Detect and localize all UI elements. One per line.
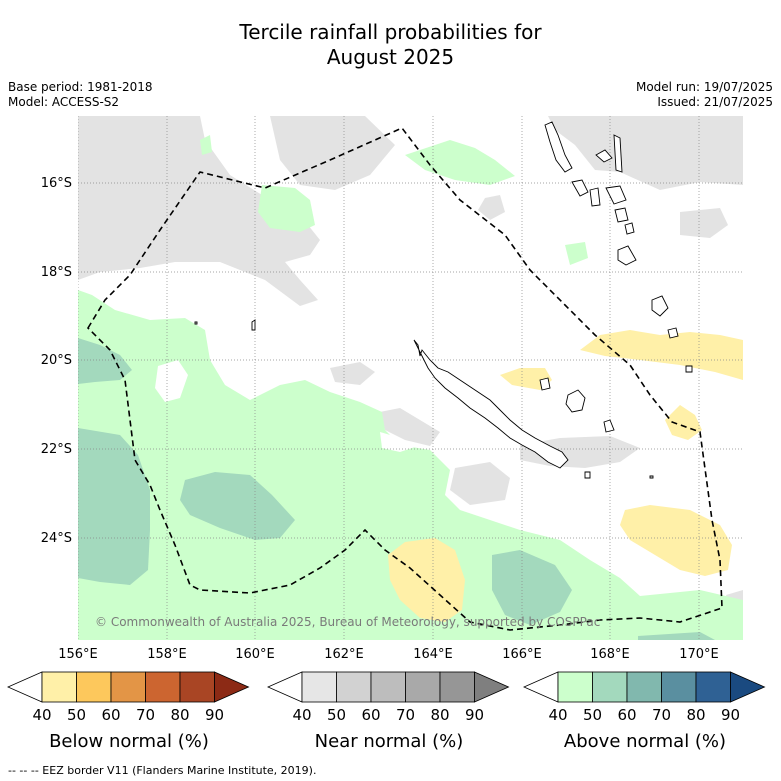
colorbar-title-near: Near normal (%): [315, 731, 464, 752]
colorbar-tick-label: 50: [327, 706, 346, 724]
colorbar-segment: [626, 671, 662, 703]
title-line-1: Tercile rainfall probabilities for: [239, 20, 542, 44]
map-title: Tercile rainfall probabilities for Augus…: [0, 20, 781, 70]
colorbar-extend-low: [7, 671, 43, 703]
above-normal-50-60-regions: [78, 338, 715, 640]
longitude-labels: 156°E 158°E 160°E 162°E 164°E 166°E 168°…: [58, 647, 719, 662]
colorbar-tick-label: 40: [548, 706, 567, 724]
metadata-right: Model run: 19/07/2025 Issued: 21/07/2025: [636, 80, 773, 110]
colorbar-segment: [336, 671, 372, 703]
colorbar-tick-label: 70: [396, 706, 415, 724]
title-line-2: August 2025: [326, 45, 455, 69]
model-text: Model: ACCESS-S2: [8, 95, 120, 109]
issued-text: Issued: 21/07/2025: [657, 95, 773, 109]
lon-label: 164°E: [413, 647, 453, 662]
colorbar-tick-label: 80: [170, 706, 189, 724]
colorbar-segment: [592, 671, 628, 703]
colorbar-segment: [179, 671, 215, 703]
lon-label: 166°E: [502, 647, 542, 662]
lat-label: 22°S: [41, 442, 72, 457]
model-run-text: Model run: 19/07/2025: [635, 80, 773, 94]
colorbar-segment: [110, 671, 146, 703]
colorbar-title-below: Below normal (%): [49, 731, 209, 752]
map-area: © Commonwealth of Australia 2025, Bureau…: [78, 116, 743, 640]
colorbar-tick-label: 40: [292, 706, 311, 724]
colorbar-tick-label: 60: [361, 706, 380, 724]
colorbar-tick-label: 80: [430, 706, 449, 724]
lat-label: 20°S: [41, 353, 72, 368]
colorbar-tick-label: 70: [652, 706, 671, 724]
gridlines: [78, 116, 743, 640]
copyright-text: © Commonwealth of Australia 2025, Bureau…: [95, 615, 600, 629]
colorbar-tick-label: 60: [617, 706, 636, 724]
colorbar-extend-high: [474, 671, 510, 703]
lat-label: 18°S: [41, 265, 72, 280]
eez-border: [86, 127, 723, 631]
colorbar-tick-label: 90: [205, 706, 224, 724]
lat-label: 16°S: [41, 176, 72, 191]
vanuatu-islands: [544, 121, 573, 173]
colorbar-segment: [76, 671, 112, 703]
base-period-text: Base period: 1981-2018: [8, 80, 153, 94]
lon-label: 158°E: [147, 647, 187, 662]
colorbar-segment: [370, 671, 406, 703]
colorbar-tick-label: 60: [101, 706, 120, 724]
lon-label: 162°E: [324, 647, 364, 662]
colorbar-title-above: Above normal (%): [564, 731, 726, 752]
colorbar-segment: [405, 671, 441, 703]
eez-legend-note: -- -- -- EEZ border V11 (Flanders Marine…: [8, 764, 316, 777]
holes-in-green: [155, 360, 418, 452]
colorbar-tick-label: 80: [686, 706, 705, 724]
colorbar-segment: [41, 671, 77, 703]
colorbar-above-normal: 40 50 60 70 80 90: [523, 671, 766, 724]
lat-label: 24°S: [41, 531, 72, 546]
colorbar-tick-label: 50: [67, 706, 86, 724]
lon-label: 168°E: [590, 647, 630, 662]
colorbar-tick-label: 50: [583, 706, 602, 724]
new-caledonia-island: [413, 339, 569, 469]
latitude-labels: 16°S 18°S 20°S 22°S 24°S: [41, 176, 72, 546]
colorbar-tick-label: 70: [136, 706, 155, 724]
colorbar-segment: [661, 671, 697, 703]
colorbar-tick-label: 90: [721, 706, 740, 724]
colorbar-extend-high: [730, 671, 766, 703]
metadata-left: Base period: 1981-2018 Model: ACCESS-S2: [8, 80, 153, 110]
colorbar-below-normal: 40 50 60 70 80 90: [7, 671, 250, 724]
colorbar-tick-label: 40: [32, 706, 51, 724]
loyalty-islands: [565, 389, 586, 413]
lon-label: 170°E: [679, 647, 719, 662]
colorbar-extend-low: [523, 671, 559, 703]
colorbar-tick-label: 90: [465, 706, 484, 724]
coastlines: [194, 121, 693, 479]
colorbar-extend-high: [214, 671, 250, 703]
colorbar-segment: [695, 671, 731, 703]
colorbar-segment: [145, 671, 181, 703]
lon-label: 156°E: [58, 647, 98, 662]
colorbar-segment: [439, 671, 475, 703]
colorbar-segment: [557, 671, 593, 703]
colorbar-segment: [301, 671, 337, 703]
lon-label: 160°E: [235, 647, 275, 662]
colorbar-near-normal: 40 50 60 70 80 90: [267, 671, 510, 724]
colorbar-extend-low: [267, 671, 303, 703]
above-normal-40-50-regions: [78, 135, 743, 640]
